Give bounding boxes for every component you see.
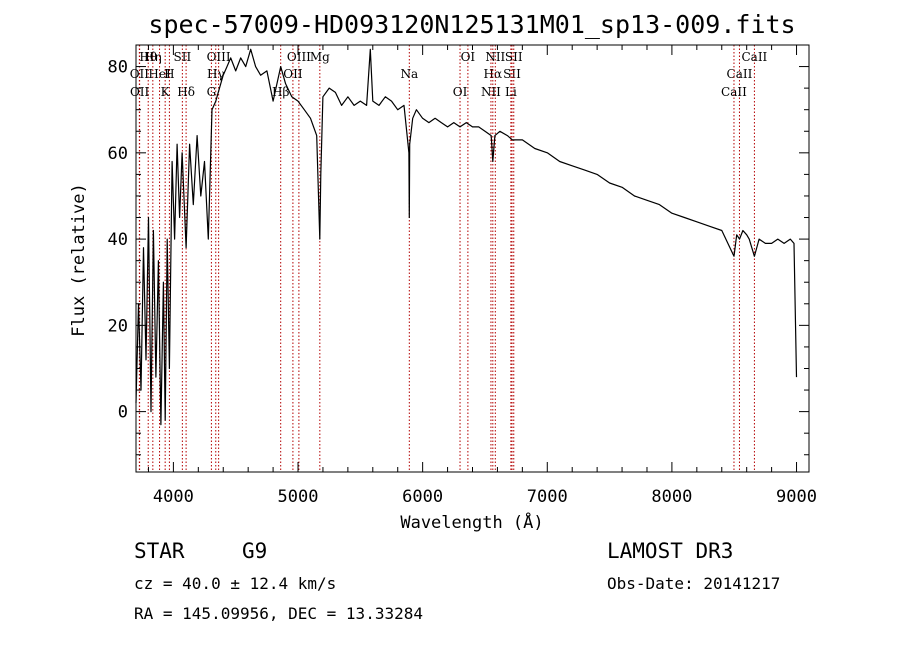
line-marker-label-7: H <box>164 67 174 81</box>
line-marker-label-27: CaII <box>741 50 767 64</box>
x-tick-label-5000: 5000 <box>278 487 319 507</box>
plot-frame <box>135 44 810 473</box>
x-axis-label: Wavelength (Å) <box>400 511 543 533</box>
line-marker-label-19: Hα <box>484 67 503 81</box>
object-class: STAR <box>134 539 185 563</box>
object-subclass: G9 <box>242 539 267 563</box>
emission-line-markers: HθOIIOIIHηHeIKSIIHHδOIIIHγGOIIIOIIHβMgNa… <box>130 45 768 472</box>
y-tick-label-20: 20 <box>108 316 128 336</box>
line-marker-label-3: Hη <box>144 50 162 64</box>
line-marker-label-16: Na <box>400 67 418 81</box>
line-marker-label-17: OI <box>453 85 468 99</box>
x-axis-ticks: 4000 5000 6000 7000 8000 9000 <box>147 45 817 507</box>
line-marker-label-8: Hδ <box>177 85 195 99</box>
x-tick-label-6000: 6000 <box>402 487 443 507</box>
line-marker-label-22: SII <box>503 67 521 81</box>
x-tick-label-4000: 4000 <box>153 487 194 507</box>
line-marker-label-13: OII <box>283 67 303 81</box>
line-marker-label-11: G <box>207 85 217 99</box>
spectrum-line <box>135 48 798 426</box>
line-marker-label-9: OIII <box>207 50 231 64</box>
spectrum-layer <box>135 48 798 426</box>
y-axis-ticks: 0 20 40 60 80 <box>108 44 809 456</box>
line-marker-label-26: CaII <box>721 85 747 99</box>
line-marker-label-12: OIII <box>287 50 311 64</box>
y-tick-label-60: 60 <box>108 144 128 164</box>
x-tick-label-9000: 9000 <box>776 487 817 507</box>
line-marker-label-25: CaII <box>727 67 753 81</box>
line-marker-label-2: OII <box>130 85 150 99</box>
line-marker-label-20: NII <box>481 85 501 99</box>
line-marker-label-5: K <box>161 85 171 99</box>
survey-name: LAMOST DR3 <box>607 539 733 563</box>
line-marker-label-6: SII <box>174 50 192 64</box>
y-axis-label: Flux (relative) <box>69 183 89 337</box>
line-marker-label-18: OI <box>461 50 476 64</box>
line-marker-label-21: NII <box>485 50 505 64</box>
line-marker-label-24: SII <box>505 50 523 64</box>
line-marker-label-23: Li <box>505 85 517 99</box>
y-tick-label-0: 0 <box>118 403 128 423</box>
coordinates: RA = 145.09956, DEC = 13.33284 <box>134 604 423 623</box>
redshift-velocity: cz = 40.0 ± 12.4 km/s <box>134 574 336 593</box>
x-tick-label-8000: 8000 <box>651 487 692 507</box>
line-marker-label-15: Mg <box>310 50 330 64</box>
y-tick-label-40: 40 <box>108 230 128 250</box>
observation-date: Obs-Date: 20141217 <box>607 574 780 593</box>
chart-title: spec-57009-HD093120N125131M01_sp13-009.f… <box>148 10 795 39</box>
x-tick-label-7000: 7000 <box>527 487 568 507</box>
y-tick-label-80: 80 <box>108 58 128 78</box>
